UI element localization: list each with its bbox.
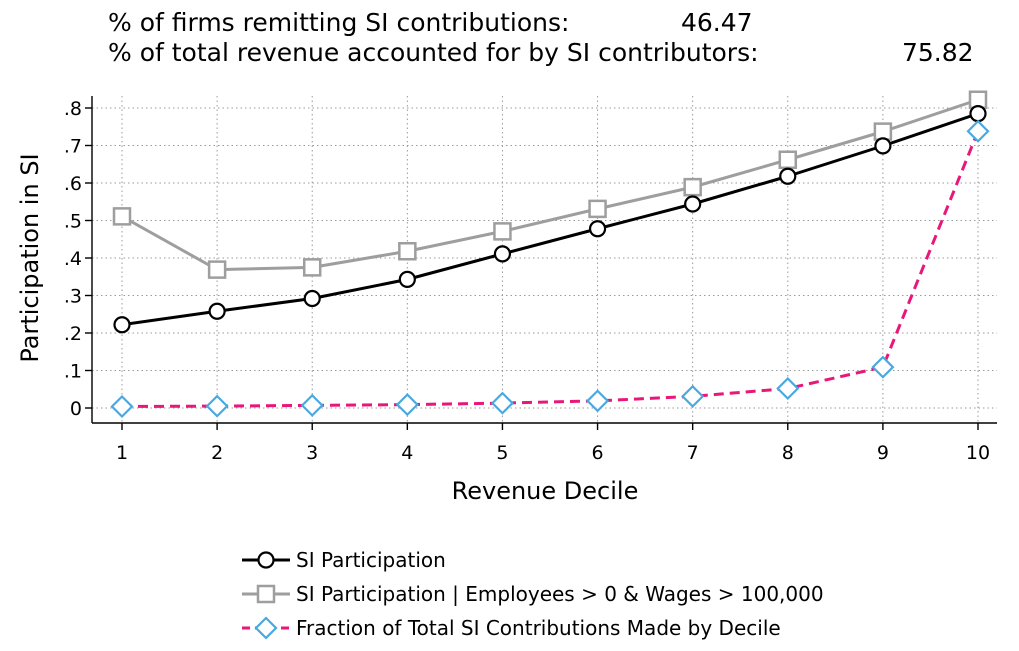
grid-layer [92, 96, 997, 423]
legend-marker [254, 616, 278, 640]
header-row-revenue: % of total revenue accounted for by SI c… [108, 38, 974, 68]
data-point-circle [588, 220, 607, 238]
y-axis-title: Participation in SI [16, 153, 44, 362]
legend-item-contribution-fraction: Fraction of Total SI Contributions Made … [240, 611, 824, 645]
legend-key-diamond [242, 616, 290, 640]
data-point-circle [208, 302, 226, 320]
firms-remitting-value: 46.47 [681, 8, 753, 37]
y-tick-label: .1 [64, 361, 82, 383]
legend-key-square [242, 584, 290, 604]
data-point-circle [493, 245, 512, 263]
x-tick-label: 7 [687, 442, 699, 464]
x-tick-label: 1 [116, 442, 128, 464]
y-tick-label: .7 [64, 136, 82, 158]
data-point-circle [303, 289, 321, 308]
data-point-square [778, 150, 798, 169]
x-tick-label: 10 [966, 442, 990, 464]
firms-remitting-label: % of firms remitting SI contributions: [108, 8, 570, 37]
revenue-share-value: 75.82 [902, 38, 974, 67]
data-point-diamond [681, 384, 705, 408]
data-point-circle [684, 195, 702, 213]
data-point-circle [874, 137, 892, 155]
x-axis-title: Revenue Decile [452, 477, 639, 505]
x-tick-label: 2 [211, 442, 223, 464]
data-point-square [588, 199, 607, 219]
x-tick-label: 4 [401, 442, 413, 464]
data-point-circle [113, 316, 131, 334]
legend-marker [257, 551, 275, 569]
data-point-diamond [966, 119, 990, 143]
data-point-diamond [205, 394, 229, 418]
data-point-square [398, 242, 417, 261]
y-tick-label: .3 [64, 286, 82, 308]
x-tick-label: 5 [496, 442, 508, 464]
data-point-square [683, 177, 702, 197]
x-tick-label: 3 [306, 442, 318, 464]
data-point-square [873, 122, 893, 141]
data-point-diamond [585, 389, 610, 413]
series-layer [110, 90, 990, 419]
chart-header: % of firms remitting SI contributions: 4… [108, 8, 974, 68]
data-point-circle [969, 105, 987, 123]
data-point-diamond [871, 355, 895, 379]
y-tick-label: .4 [64, 248, 82, 270]
legend-label: SI Participation [296, 548, 446, 572]
x-tick-label: 8 [782, 442, 794, 464]
legend-label: Fraction of Total SI Contributions Made … [296, 616, 781, 640]
legend-label: SI Participation | Employees > 0 & Wages… [296, 582, 824, 606]
revenue-share-label: % of total revenue accounted for by SI c… [108, 38, 759, 67]
x-tick-label: 9 [877, 442, 889, 464]
y-tick-label: 0 [70, 398, 82, 420]
y-tick-label: .2 [64, 323, 82, 345]
data-point-diamond [776, 376, 800, 401]
axes-layer: 0 .1 .2 .3 .4 .5 .6 .7 .8 1 2 3 4 5 6 7 8 9 10 [64, 96, 997, 464]
data-point-circle [398, 270, 416, 288]
legend-item-si-participation: SI Participation [240, 543, 824, 577]
header-row-firms: % of firms remitting SI contributions: 4… [108, 8, 974, 38]
data-point-square [493, 222, 512, 241]
data-point-circle [779, 167, 797, 185]
y-tick-label: .6 [64, 173, 82, 195]
legend-marker [256, 584, 276, 604]
legend-item-si-participation-employees: SI Participation | Employees > 0 & Wages… [240, 577, 824, 611]
chart-legend: SI Participation SI Participation | Empl… [240, 543, 824, 645]
data-point-square [302, 258, 322, 277]
legend-key-circle [242, 551, 290, 569]
series-line-square [121, 98, 979, 272]
y-tick-label: .5 [64, 211, 82, 233]
data-point-diamond [395, 393, 419, 417]
data-point-square [207, 260, 227, 279]
series-line-circle [121, 112, 979, 327]
data-point-diamond [490, 391, 515, 415]
data-point-diamond [110, 394, 134, 419]
x-tick-label: 6 [592, 442, 604, 464]
data-point-square [112, 207, 132, 226]
data-point-diamond [300, 393, 324, 417]
y-tick-label: .8 [64, 98, 82, 120]
